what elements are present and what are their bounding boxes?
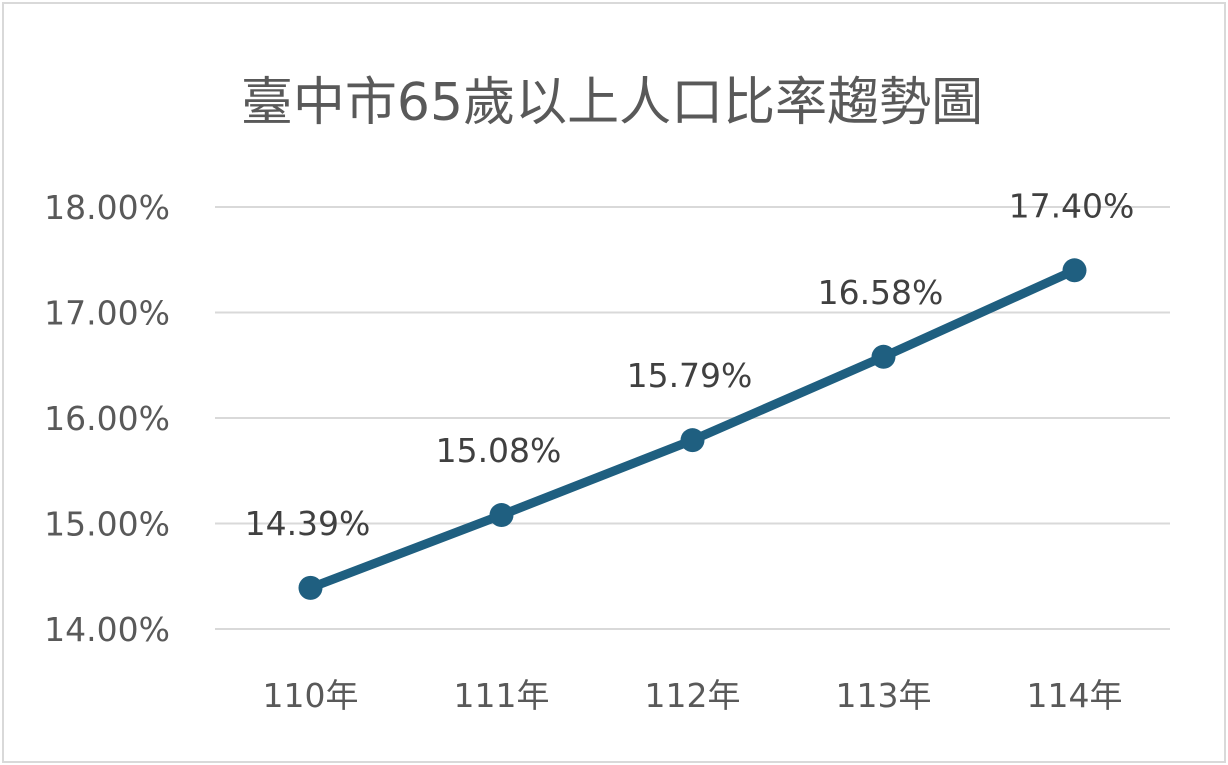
- y-tick-label: 15.00%: [44, 505, 170, 544]
- data-labels: 14.39% 15.08% 15.79% 16.58% 17.40%: [245, 186, 1135, 543]
- data-point: [298, 575, 323, 600]
- data-label: 15.79%: [627, 356, 753, 395]
- x-axis-ticks: 110年 111年 112年 113年 114年: [263, 676, 1123, 715]
- data-point: [1062, 258, 1087, 283]
- y-axis-ticks: 14.00% 15.00% 16.00% 17.00% 18.00%: [44, 188, 170, 649]
- chart-title: 臺中市65歲以上人口比率趨勢圖: [241, 73, 983, 133]
- data-label: 14.39%: [245, 504, 371, 543]
- data-label: 17.40%: [1009, 186, 1135, 225]
- data-point: [680, 428, 705, 453]
- x-tick-label: 111年: [454, 676, 550, 715]
- data-point: [871, 344, 896, 369]
- data-label: 15.08%: [436, 431, 562, 470]
- y-tick-label: 17.00%: [44, 294, 170, 333]
- gridlines: [215, 206, 1170, 630]
- y-tick-label: 14.00%: [44, 610, 170, 649]
- y-tick-label: 18.00%: [44, 188, 170, 227]
- x-tick-label: 112年: [645, 676, 741, 715]
- x-tick-label: 110年: [263, 676, 359, 715]
- data-point: [489, 503, 514, 528]
- data-label: 16.58%: [818, 273, 944, 312]
- x-tick-label: 114年: [1027, 676, 1123, 715]
- y-tick-label: 16.00%: [44, 399, 170, 438]
- series-layer: [298, 258, 1087, 600]
- x-tick-label: 113年: [836, 676, 932, 715]
